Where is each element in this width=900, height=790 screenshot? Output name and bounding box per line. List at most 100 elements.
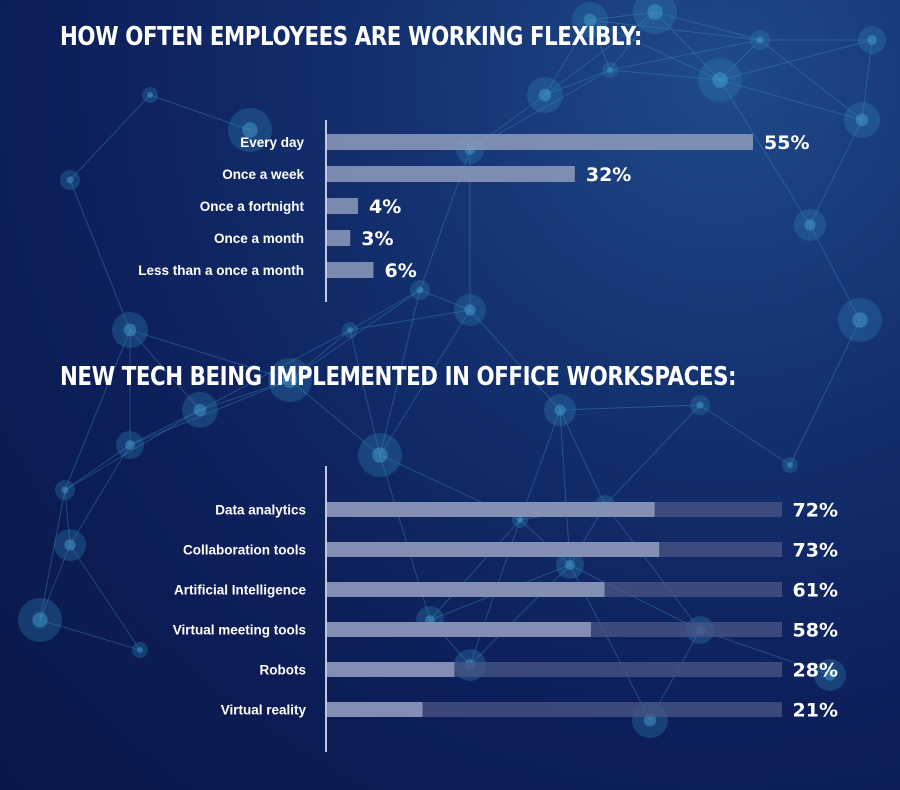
network-line: [559, 409, 606, 506]
network-line: [559, 404, 701, 411]
network-node: [544, 394, 576, 426]
network-line: [719, 79, 811, 226]
network-line: [39, 489, 66, 621]
network-line: [809, 119, 863, 226]
network-node: [698, 58, 742, 102]
new-tech-chart: Data analytics 72% Collaboration tools 73% A…: [173, 466, 838, 752]
network-node-core: [242, 122, 258, 138]
network-node: [410, 280, 430, 300]
network-node: [342, 322, 358, 338]
network-node: [527, 77, 563, 113]
network-node-core: [372, 447, 388, 463]
network-line: [609, 69, 721, 81]
network-line: [39, 544, 71, 621]
network-line: [129, 379, 291, 446]
network-node: [268, 358, 312, 402]
network-line: [69, 444, 131, 546]
network-line: [719, 39, 873, 81]
category-label-once-a-week: Once a week: [222, 167, 304, 182]
network-line: [149, 94, 251, 131]
bar-once-a-month: [327, 230, 351, 246]
network-line: [349, 309, 471, 331]
network-node: [556, 551, 584, 579]
network-node: [602, 62, 618, 78]
network-node: [112, 312, 148, 348]
network-node-core: [125, 440, 135, 450]
network-node-core: [787, 462, 793, 468]
network-line: [129, 329, 291, 381]
network-line: [569, 564, 701, 631]
network-line: [609, 39, 761, 71]
network-line: [519, 409, 561, 521]
network-line: [289, 289, 421, 381]
network-line: [64, 409, 201, 491]
network-node-core: [712, 72, 728, 88]
network-node: [54, 529, 86, 561]
network-line: [199, 379, 291, 411]
network-line: [699, 629, 831, 676]
network-line: [199, 329, 351, 411]
network-node: [228, 108, 272, 152]
network-node: [814, 659, 846, 691]
network-line: [609, 11, 656, 71]
network-node: [55, 480, 75, 500]
network-line: [589, 19, 761, 41]
network-line: [69, 179, 131, 331]
value-label-less-than-a-once-a-month: 6%: [384, 260, 416, 282]
category-label-artificial-intelligence: Artificial Intelligence: [174, 583, 307, 598]
network-node: [782, 457, 798, 473]
network-node-core: [282, 372, 298, 388]
network-node: [60, 170, 80, 190]
network-node: [858, 26, 886, 54]
category-label-virtual-reality: Virtual reality: [221, 703, 307, 718]
network-node-core: [867, 35, 877, 45]
network-node: [454, 294, 486, 326]
network-line: [719, 39, 761, 81]
value-label-once-a-fortnight: 4%: [369, 196, 401, 218]
network-line: [349, 329, 381, 456]
bar-virtual-meeting-tools: [327, 622, 591, 637]
bar-collaboration-tools: [327, 542, 660, 557]
category-label-once-a-month: Once a month: [214, 231, 304, 246]
chart-title-flexible-working: HOW OFTEN EMPLOYEES ARE WORKING FLEXIBLY…: [60, 22, 642, 52]
network-line: [589, 19, 721, 81]
category-label-virtual-meeting-tools: Virtual meeting tools: [173, 623, 306, 638]
network-line: [64, 489, 71, 546]
network-line: [289, 329, 351, 381]
network-node-core: [347, 327, 353, 333]
network-line: [39, 619, 141, 651]
network-line: [429, 519, 521, 621]
network-node-core: [66, 176, 74, 184]
network-node-core: [517, 517, 523, 523]
network-node-core: [137, 647, 143, 653]
network-line: [544, 69, 611, 96]
network-node: [838, 298, 882, 342]
network-node-core: [554, 404, 566, 416]
network-node: [750, 30, 770, 50]
network-node-core: [538, 88, 552, 102]
network-line: [379, 289, 421, 456]
category-label-less-than-a-once-a-month: Less than a once a month: [138, 263, 304, 278]
bar-track-virtual-reality: [327, 702, 782, 717]
network-node: [844, 102, 880, 138]
network-node: [358, 433, 402, 477]
network-node-core: [804, 219, 816, 231]
value-label-collaboration-tools: 73%: [793, 540, 838, 562]
network-line: [604, 504, 701, 631]
network-line: [64, 444, 131, 491]
network-line: [64, 329, 131, 491]
value-label-data-analytics: 72%: [793, 500, 838, 522]
network-node-core: [64, 539, 76, 551]
category-label-once-a-fortnight: Once a fortnight: [200, 199, 305, 214]
network-node-core: [824, 669, 836, 681]
network-node: [572, 2, 608, 38]
network-line: [719, 79, 863, 121]
flexible-working-chart: Every day 55% Once a week 32% Once a fortnig…: [138, 120, 809, 302]
network-line: [469, 309, 561, 411]
network-line: [699, 404, 791, 466]
network-node-core: [607, 67, 613, 73]
network-line: [349, 289, 421, 331]
bar-once-a-week: [327, 166, 575, 182]
